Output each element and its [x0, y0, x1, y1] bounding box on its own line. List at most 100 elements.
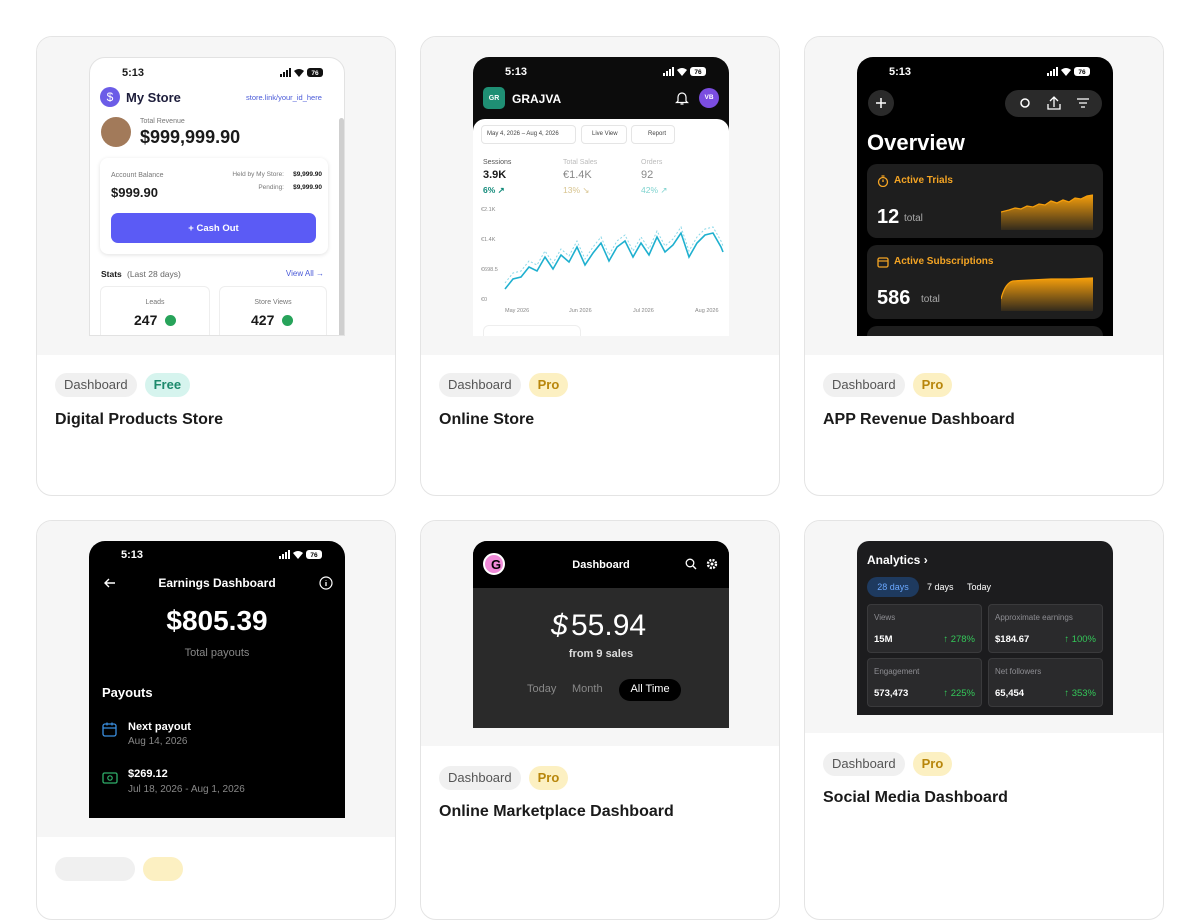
bottom-card	[483, 325, 581, 336]
card-title: Digital Products Store	[55, 411, 224, 428]
template-card[interactable]: G Dashboard $ 55.94 from 9 sales Today M…	[420, 520, 780, 920]
stat-value: 427	[251, 312, 275, 328]
metric-label: Total Sales	[563, 159, 598, 166]
active-tab[interactable]	[619, 679, 681, 701]
battery: 76	[1078, 69, 1086, 76]
sparkline	[1001, 277, 1094, 311]
stat-label: Store Views	[254, 299, 292, 306]
metric-label: Orders	[641, 159, 663, 166]
tag: Pro	[912, 752, 953, 776]
template-card[interactable]: 5:13 76 Earnings Dashboard $805.39 Total…	[36, 520, 396, 920]
sparkline	[1001, 194, 1094, 230]
stat-change: ↑ 278%	[943, 634, 975, 645]
tab[interactable]: Today	[527, 683, 557, 695]
stat-box	[100, 286, 210, 335]
stats-label: Stats	[101, 269, 122, 279]
metric-value: €1.4K	[563, 169, 592, 181]
stat-value: 247	[134, 312, 158, 328]
active-range[interactable]	[867, 577, 919, 597]
report-pill[interactable]	[631, 125, 675, 144]
cash-out-button[interactable]	[111, 213, 316, 243]
revenue-label: Total Revenue	[140, 118, 185, 125]
template-card[interactable]: 5:13 76 Overview Active Trials 12 total …	[804, 36, 1164, 496]
status-time: 5:13	[889, 66, 912, 78]
live-view: Live View	[592, 131, 618, 137]
content-panel	[473, 119, 729, 336]
stat-box	[867, 604, 982, 653]
tags: Dashboard Pro	[439, 373, 569, 397]
range[interactable]: Today	[967, 582, 992, 592]
preview: 5:13 76 Earnings Dashboard $805.39 Total…	[37, 521, 395, 837]
tag: Pro	[912, 373, 953, 397]
stat-box	[988, 604, 1103, 653]
stat-value: 65,454	[995, 688, 1025, 699]
up-icon	[282, 315, 293, 326]
panel-value: 586	[877, 287, 911, 309]
y-label: €698.5	[481, 267, 498, 273]
metric-value: 3.9K	[483, 169, 507, 181]
heading: Analytics ›	[867, 553, 928, 567]
scrollbar	[339, 118, 344, 335]
battery: 76	[311, 70, 319, 77]
pending-label: Pending:	[258, 184, 284, 191]
tags: Dashboard Pro	[823, 752, 953, 776]
template-card[interactable]: 5:13 76 $ My Store store.link/your_id_he…	[36, 36, 396, 496]
phone: 5:13 76 Overview Active Trials 12 total …	[857, 57, 1113, 336]
card-title: Social Media Dashboard	[823, 789, 1008, 806]
card-title: Online Store	[439, 411, 535, 428]
tag: Dashboard	[439, 373, 521, 397]
held-label: Held by My Store:	[232, 171, 284, 178]
logo-badge	[483, 553, 505, 575]
payout-title: Next payout	[128, 721, 191, 733]
panel-unit: total	[921, 294, 940, 305]
phone: G Dashboard $ 55.94 from 9 sales Today M…	[473, 541, 729, 728]
amount: $805.39	[166, 605, 268, 636]
view-all: View All →	[285, 269, 324, 278]
stat-label: Views	[874, 613, 896, 622]
logo: GR	[488, 95, 500, 102]
tab[interactable]: All Time	[630, 683, 670, 695]
template-card[interactable]: 5:13 76 GR GRAJVA VB May 4, 2026 – Aug 4…	[420, 36, 780, 496]
caption: from 9 sales	[568, 648, 634, 660]
tag: Free	[144, 373, 191, 397]
avatar-initials: VB	[704, 94, 714, 101]
up-icon	[165, 315, 176, 326]
status-time: 5:13	[122, 67, 145, 79]
preview: Analytics › 28 days 7 days Today Views 15…	[805, 521, 1163, 733]
line-chart	[504, 225, 724, 290]
bell-icon	[675, 92, 689, 105]
phone: 5:13 76 Earnings Dashboard $805.39 Total…	[89, 541, 345, 818]
template-card[interactable]: Analytics › 28 days 7 days Today Views 15…	[804, 520, 1164, 920]
tags: Dashboard Pro	[823, 373, 953, 397]
tab[interactable]: Month	[572, 683, 603, 695]
stat-label: Engagement	[874, 667, 920, 676]
tag: Dashboard	[823, 752, 905, 776]
stat-value: 573,473	[874, 688, 909, 699]
avatar	[699, 88, 719, 108]
date-pill[interactable]	[481, 125, 576, 144]
card-title: APP Revenue Dashboard	[823, 411, 1015, 428]
avatar	[101, 117, 131, 147]
battery: 76	[310, 552, 318, 559]
page: 5:13 76 $ My Store store.link/your_id_he…	[36, 36, 1164, 920]
status-icons: 76	[279, 550, 322, 559]
calendar-icon	[102, 722, 117, 737]
held: $9,999.90	[293, 171, 322, 178]
metric-change: 42% ↗	[641, 185, 668, 195]
range[interactable]: 28 days	[877, 582, 909, 592]
x-label: Jun 2026	[569, 308, 592, 314]
stat-box	[867, 658, 982, 707]
logo-badge	[483, 87, 505, 109]
metric-value: 92	[641, 169, 654, 181]
live-view-pill[interactable]	[581, 125, 627, 144]
range[interactable]: 7 days	[927, 582, 954, 592]
tag: Dashboard	[823, 373, 905, 397]
svg-text:$: $	[107, 90, 114, 104]
phone: 5:13 76 $ My Store store.link/your_id_he…	[89, 57, 345, 336]
money-icon	[102, 772, 118, 784]
phone: Analytics › 28 days 7 days Today Views 15…	[857, 541, 1113, 715]
status-time: 5:13	[505, 66, 528, 78]
metric-change: 6% ↗	[483, 185, 505, 195]
x-label: Aug 2026	[695, 308, 719, 314]
payout-subtitle: Jul 18, 2026 - Aug 1, 2026	[128, 784, 245, 795]
